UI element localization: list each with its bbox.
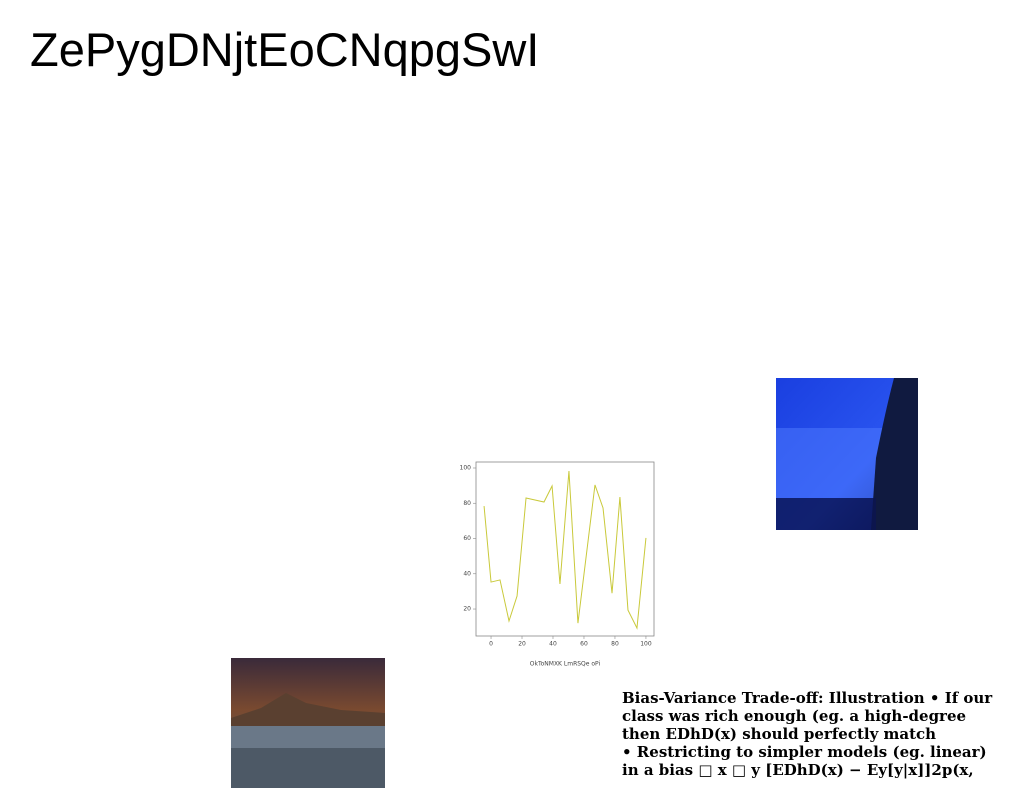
text-line: class was rich enough (eg. a high-degree (622, 707, 967, 725)
x-axis-label: OkToNMXK LmRSQe oPi (530, 661, 601, 668)
text-line: then EDhD(x) should perfectly match (622, 725, 937, 743)
y-tick-label: 100 (460, 464, 472, 471)
x-tick-label: 80 (611, 641, 619, 648)
text-line: • Restricting to simpler models (eg. lin… (622, 743, 987, 761)
y-tick-label: 60 (463, 535, 471, 542)
data-line (483, 470, 647, 630)
text-line: Bias-Variance Trade-off: Illustration • … (622, 689, 993, 707)
photo-blue (776, 378, 918, 530)
plot-frame (475, 461, 655, 637)
photo-landscape (231, 658, 385, 788)
y-tick-label: 80 (463, 500, 471, 507)
y-tick-label: 20 (463, 606, 471, 613)
page-title: ZePygDNjtEoCNqpgSwI (30, 23, 540, 76)
y-tick-label: 40 (463, 570, 471, 577)
text-line: in a bias □ x □ y [EDhD(x) − Ey[y|x]]2p(… (622, 761, 974, 779)
x-tick-label: 100 (640, 641, 652, 648)
text-block: Bias-Variance Trade-off: Illustration • … (622, 689, 1024, 779)
x-tick-label: 20 (518, 641, 526, 648)
x-tick-label: 0 (489, 641, 493, 648)
line-chart: qHbyMZeProOQf TT OkToNMXK LmRSQe oPi 020… (460, 461, 655, 668)
x-tick-label: 40 (549, 641, 557, 648)
x-tick-label: 60 (580, 641, 588, 648)
